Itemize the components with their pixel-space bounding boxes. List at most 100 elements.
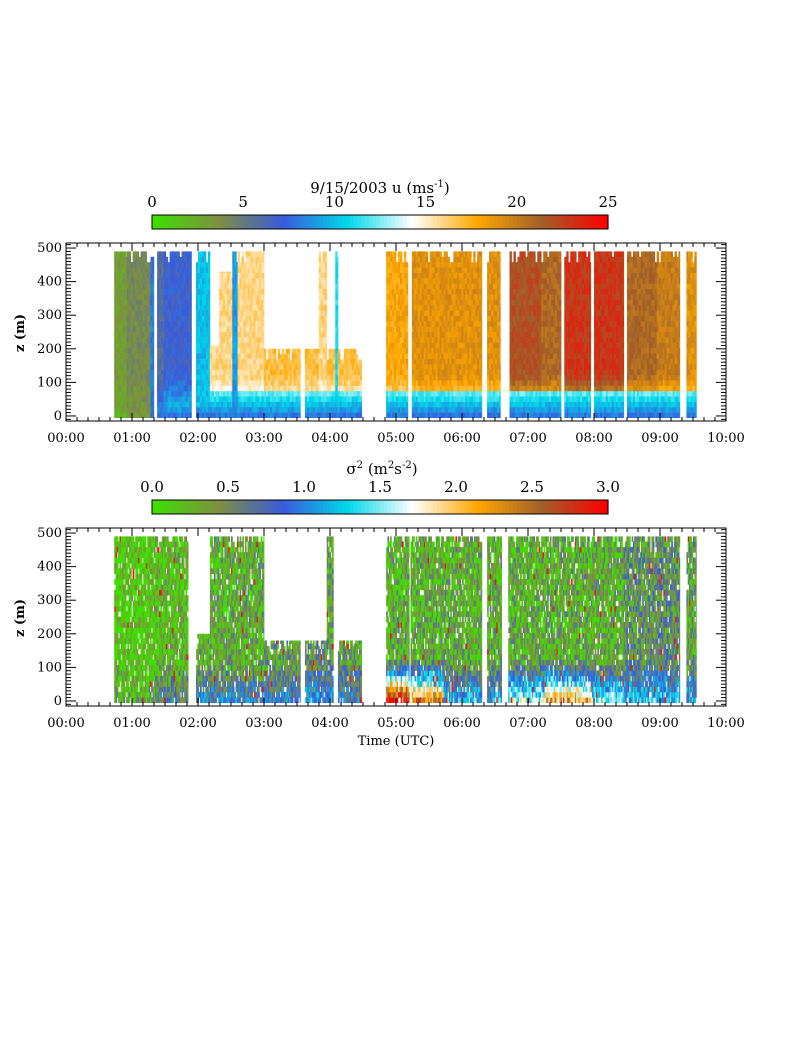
heatmap-cell bbox=[337, 299, 339, 306]
heatmap-cell bbox=[308, 353, 312, 359]
heatmap-cell bbox=[196, 390, 199, 397]
heatmap-cell bbox=[263, 288, 265, 295]
heatmap-cell bbox=[421, 412, 425, 419]
heatmap-cell bbox=[463, 251, 466, 257]
heatmap-cell bbox=[146, 262, 149, 268]
heatmap-cell bbox=[525, 315, 528, 322]
heatmap-cell bbox=[487, 262, 490, 268]
heatmap-cell bbox=[126, 267, 128, 273]
heatmap-cell bbox=[225, 353, 228, 359]
heatmap-cell bbox=[157, 337, 160, 343]
heatmap-cell bbox=[196, 374, 199, 381]
heatmap-cell bbox=[439, 326, 442, 333]
heatmap-cell bbox=[203, 390, 207, 397]
heatmap-cell bbox=[519, 251, 522, 257]
top-colorbar-swatch bbox=[501, 215, 506, 229]
heatmap-cell bbox=[142, 347, 145, 354]
heatmap-cell bbox=[239, 369, 242, 376]
heatmap-cell bbox=[253, 353, 256, 359]
heatmap-cell bbox=[337, 267, 339, 273]
heatmap-cell bbox=[427, 283, 431, 290]
heatmap-cell bbox=[337, 396, 339, 402]
heatmap-cell bbox=[443, 406, 446, 413]
top-colorbar-swatch bbox=[258, 215, 263, 229]
heatmap-cell bbox=[396, 272, 399, 279]
heatmap-cell bbox=[515, 406, 518, 413]
heatmap-cell bbox=[249, 374, 252, 381]
heatmap-cell bbox=[411, 304, 415, 311]
heatmap-cell bbox=[386, 401, 389, 408]
heatmap-cell bbox=[175, 380, 178, 386]
heatmap-cell bbox=[227, 294, 230, 300]
heatmap-cell bbox=[259, 251, 262, 257]
heatmap-cell bbox=[390, 401, 393, 408]
heatmap-cell bbox=[509, 304, 512, 311]
heatmap-cell bbox=[245, 261, 248, 268]
heatmap-cell bbox=[140, 406, 143, 413]
heatmap-cell bbox=[345, 353, 349, 359]
heatmap-cell bbox=[449, 283, 452, 290]
heatmap-cell bbox=[491, 277, 494, 284]
heatmap-cell bbox=[310, 406, 314, 413]
heatmap-cell bbox=[237, 283, 240, 290]
heatmap-cell bbox=[175, 251, 178, 257]
heatmap-cell bbox=[439, 412, 442, 419]
heatmap-cell bbox=[234, 337, 237, 343]
heatmap-cell bbox=[253, 337, 256, 343]
heatmap-cell bbox=[447, 412, 450, 419]
heatmap-cell bbox=[177, 353, 180, 359]
heatmap-cell bbox=[279, 374, 283, 381]
heatmap-cell bbox=[521, 251, 524, 257]
heatmap-cell bbox=[134, 299, 138, 306]
heatmap-cell bbox=[169, 363, 172, 370]
heatmap-cell bbox=[357, 385, 361, 392]
heatmap-cell bbox=[451, 304, 454, 311]
heatmap-cell bbox=[481, 251, 483, 257]
heatmap-cell bbox=[397, 358, 401, 365]
heatmap-cell bbox=[498, 401, 501, 408]
heatmap-cell bbox=[124, 251, 127, 257]
heatmap-cell bbox=[519, 310, 522, 316]
heatmap-cell bbox=[146, 294, 149, 300]
heatmap-cell bbox=[138, 310, 141, 316]
heatmap-cell bbox=[136, 385, 139, 392]
heatmap-cell bbox=[241, 283, 244, 290]
heatmap-cell bbox=[229, 385, 232, 392]
heatmap-cell bbox=[187, 320, 190, 327]
heatmap-cell bbox=[221, 412, 224, 419]
heatmap-cell bbox=[150, 283, 153, 290]
heatmap-cell bbox=[150, 277, 153, 284]
heatmap-cell bbox=[120, 385, 123, 392]
heatmap-cell bbox=[515, 347, 518, 354]
heatmap-cell bbox=[471, 277, 474, 284]
heatmap-cell bbox=[453, 363, 456, 370]
top-colorbar-swatch bbox=[547, 215, 552, 229]
heatmap-cell bbox=[140, 380, 143, 386]
heatmap-cell bbox=[316, 412, 320, 419]
heatmap-cell bbox=[339, 412, 343, 419]
heatmap-cell bbox=[209, 345, 213, 349]
heatmap-cell bbox=[165, 267, 169, 273]
heatmap-cell bbox=[257, 315, 260, 322]
heatmap-cell bbox=[177, 261, 180, 268]
heatmap-cell bbox=[388, 299, 391, 306]
heatmap-cell bbox=[247, 277, 250, 284]
heatmap-cell bbox=[130, 353, 134, 359]
heatmap-cell bbox=[316, 353, 320, 359]
heatmap-cell bbox=[223, 406, 226, 413]
heatmap-cell bbox=[513, 358, 516, 365]
heatmap-cell bbox=[413, 283, 417, 290]
heatmap-cell bbox=[396, 369, 399, 376]
heatmap-cell bbox=[392, 294, 395, 300]
top-colorbar-swatch bbox=[254, 215, 259, 229]
top-heatmap-data bbox=[114, 251, 697, 419]
heatmap-cell bbox=[421, 337, 425, 343]
heatmap-cell bbox=[237, 353, 240, 359]
heatmap-cell bbox=[267, 390, 271, 397]
heatmap-cell bbox=[181, 283, 184, 290]
heatmap-cell bbox=[255, 277, 258, 284]
heatmap-cell bbox=[455, 353, 458, 359]
heatmap-cell bbox=[335, 380, 338, 386]
top-colorbar-swatch bbox=[535, 215, 541, 229]
heatmap-cell bbox=[320, 390, 324, 397]
